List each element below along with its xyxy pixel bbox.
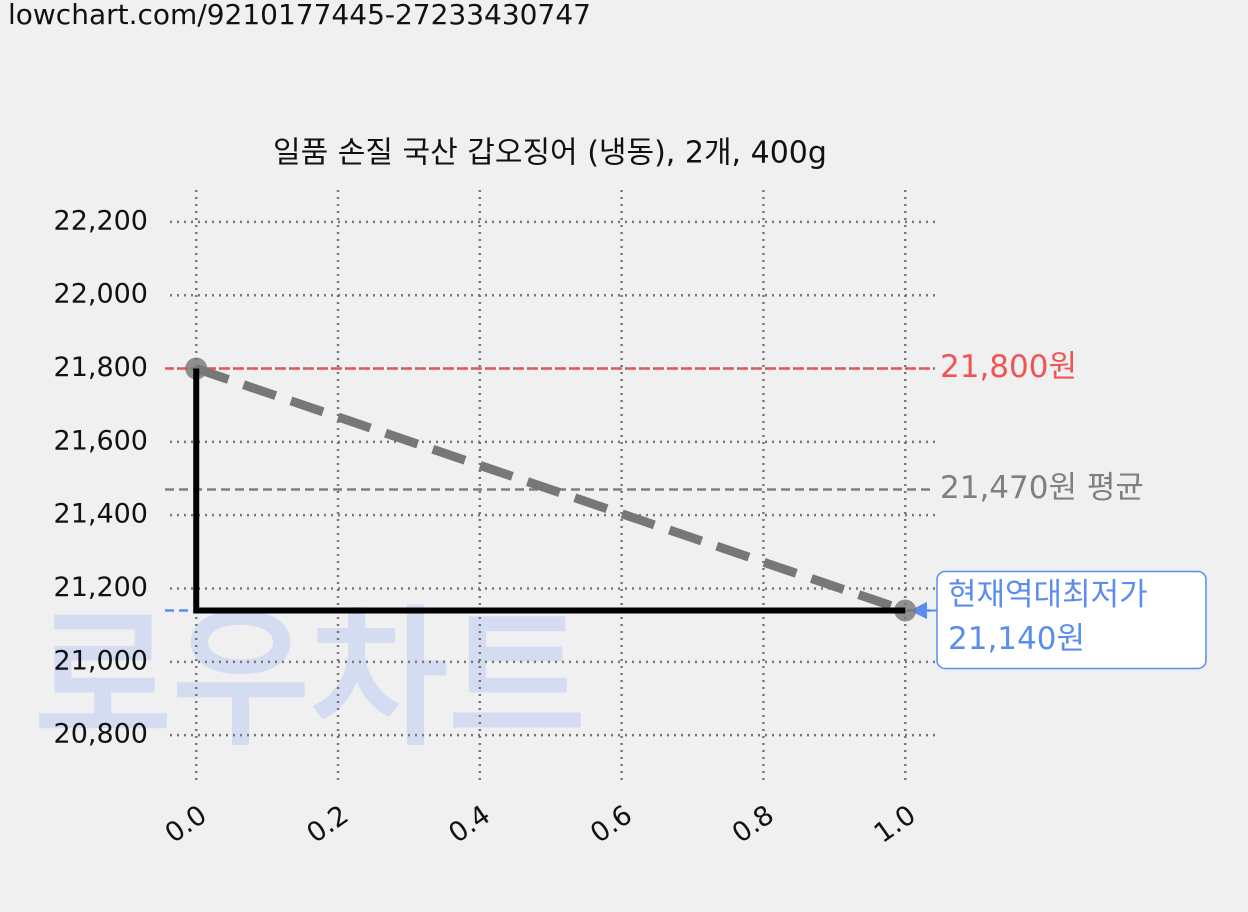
x-tick-label: 1.0 (869, 799, 922, 849)
header-url: lowchart.com/9210177445-27233430747 (8, 0, 591, 31)
series-line (194, 364, 907, 615)
y-tick-label: 21,400 (54, 499, 148, 530)
y-tick-label: 21,000 (54, 645, 148, 676)
reference-label: 21,140원 (948, 621, 1085, 657)
x-tick-label: 0.8 (727, 799, 780, 849)
chart-title: 일품 손질 국산 갑오징어 (냉동), 2개, 400g (273, 136, 827, 171)
x-tick-label: 0.6 (585, 799, 638, 849)
y-tick-label: 21,600 (54, 425, 148, 456)
y-tick-label: 21,800 (54, 352, 148, 383)
x-tick-label: 0.0 (160, 799, 213, 849)
y-tick-label: 21,200 (54, 572, 148, 603)
reference-label: 21,800원 (940, 349, 1077, 385)
label-box (936, 570, 1207, 670)
y-tick-label: 22,200 (54, 205, 148, 236)
reference-label: 21,470원 평균 (940, 470, 1144, 506)
reference-label: 현재역대최저가 (948, 577, 1148, 613)
watermark: 로우차트 (34, 593, 586, 767)
y-tick-label: 20,800 (54, 719, 148, 750)
x-tick-label: 0.2 (301, 799, 354, 849)
x-tick-label: 0.4 (443, 799, 496, 849)
series-line (193, 368, 906, 614)
y-tick-label: 22,000 (54, 279, 148, 310)
